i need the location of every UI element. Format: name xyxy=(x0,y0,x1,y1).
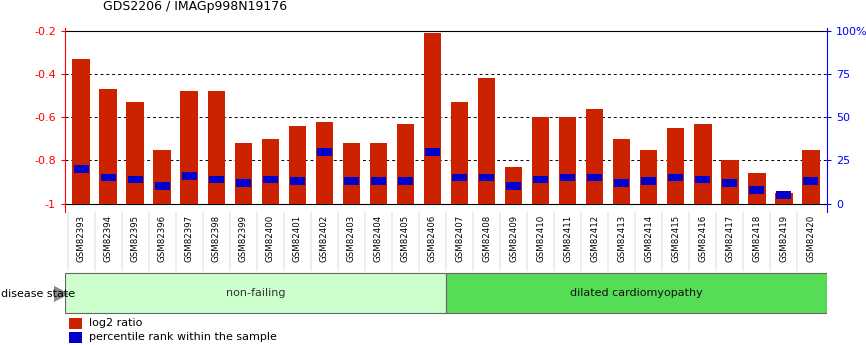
Text: non-failing: non-failing xyxy=(226,288,285,298)
Bar xyxy=(479,174,494,181)
Text: GSM82413: GSM82413 xyxy=(617,215,626,262)
Text: GSM82401: GSM82401 xyxy=(293,215,302,262)
Bar xyxy=(153,150,171,204)
Text: GSM82400: GSM82400 xyxy=(266,215,275,262)
Bar xyxy=(343,143,360,204)
Bar xyxy=(559,117,577,204)
Bar xyxy=(73,59,90,204)
Bar xyxy=(640,150,657,204)
Bar xyxy=(722,179,737,187)
Text: GSM82419: GSM82419 xyxy=(779,215,788,262)
Text: GSM82394: GSM82394 xyxy=(104,215,113,262)
Bar xyxy=(532,117,549,204)
Bar xyxy=(155,183,170,190)
Bar xyxy=(446,273,827,313)
Bar xyxy=(344,177,359,185)
Bar xyxy=(585,109,604,204)
Bar xyxy=(478,78,495,204)
Bar xyxy=(748,173,766,204)
Text: GSM82406: GSM82406 xyxy=(428,215,437,262)
Bar xyxy=(587,174,602,181)
Text: GSM82395: GSM82395 xyxy=(131,215,139,262)
Text: log2 ratio: log2 ratio xyxy=(89,318,143,328)
Text: GSM82415: GSM82415 xyxy=(671,215,680,262)
Bar xyxy=(370,143,387,204)
Bar xyxy=(235,143,252,204)
Bar xyxy=(288,126,307,204)
Text: GSM82404: GSM82404 xyxy=(374,215,383,262)
Bar xyxy=(68,332,82,343)
Text: GSM82414: GSM82414 xyxy=(644,215,653,262)
Bar xyxy=(613,139,630,204)
Bar xyxy=(641,177,656,185)
Text: GSM82393: GSM82393 xyxy=(77,215,86,262)
Polygon shape xyxy=(54,286,69,302)
Bar xyxy=(397,124,414,204)
Text: GDS2206 / IMAGp998N19176: GDS2206 / IMAGp998N19176 xyxy=(103,0,288,13)
Bar xyxy=(236,179,251,187)
Bar xyxy=(423,33,442,204)
Bar xyxy=(100,89,117,204)
Text: GSM82405: GSM82405 xyxy=(401,215,410,262)
Bar xyxy=(180,91,198,204)
Bar xyxy=(100,174,116,181)
Bar xyxy=(450,102,469,204)
Bar xyxy=(371,177,386,185)
Text: GSM82396: GSM82396 xyxy=(158,215,167,262)
Bar xyxy=(614,179,629,187)
Text: GSM82409: GSM82409 xyxy=(509,215,518,262)
Bar xyxy=(65,273,446,313)
Text: GSM82416: GSM82416 xyxy=(698,215,708,262)
Text: disease state: disease state xyxy=(1,289,75,299)
Bar xyxy=(804,177,818,185)
Bar xyxy=(506,183,521,190)
Text: GSM82418: GSM82418 xyxy=(753,215,761,262)
Bar xyxy=(398,177,413,185)
Text: GSM82397: GSM82397 xyxy=(184,215,194,262)
Text: GSM82412: GSM82412 xyxy=(590,215,599,262)
Bar xyxy=(695,176,710,183)
Bar xyxy=(128,176,143,183)
Bar xyxy=(721,160,739,204)
Bar xyxy=(802,150,819,204)
Text: GSM82403: GSM82403 xyxy=(347,215,356,262)
Text: GSM82408: GSM82408 xyxy=(482,215,491,262)
Bar xyxy=(74,165,88,173)
Bar xyxy=(505,167,522,204)
Text: dilated cardiomyopathy: dilated cardiomyopathy xyxy=(570,288,703,298)
Bar xyxy=(263,176,278,183)
Bar xyxy=(667,128,684,204)
Text: GSM82420: GSM82420 xyxy=(806,215,815,262)
Bar xyxy=(669,174,683,181)
Bar xyxy=(315,121,333,204)
Bar xyxy=(182,172,197,180)
Bar xyxy=(68,318,82,329)
Bar xyxy=(560,174,575,181)
Text: GSM82417: GSM82417 xyxy=(725,215,734,262)
Bar xyxy=(775,193,792,204)
Text: percentile rank within the sample: percentile rank within the sample xyxy=(89,332,277,342)
Text: GSM82407: GSM82407 xyxy=(455,215,464,262)
Bar xyxy=(452,174,467,181)
Bar xyxy=(290,177,305,185)
Bar xyxy=(776,191,792,199)
Bar xyxy=(208,91,225,204)
Bar xyxy=(262,139,279,204)
Text: GSM82398: GSM82398 xyxy=(212,215,221,262)
Bar xyxy=(317,148,332,156)
Text: GSM82402: GSM82402 xyxy=(320,215,329,262)
Bar xyxy=(209,176,223,183)
Bar xyxy=(126,102,144,204)
Bar xyxy=(749,186,764,194)
Bar xyxy=(694,124,712,204)
Bar xyxy=(425,148,440,156)
Bar xyxy=(533,176,548,183)
Text: GSM82411: GSM82411 xyxy=(563,215,572,262)
Text: GSM82399: GSM82399 xyxy=(239,215,248,262)
Text: GSM82410: GSM82410 xyxy=(536,215,545,262)
